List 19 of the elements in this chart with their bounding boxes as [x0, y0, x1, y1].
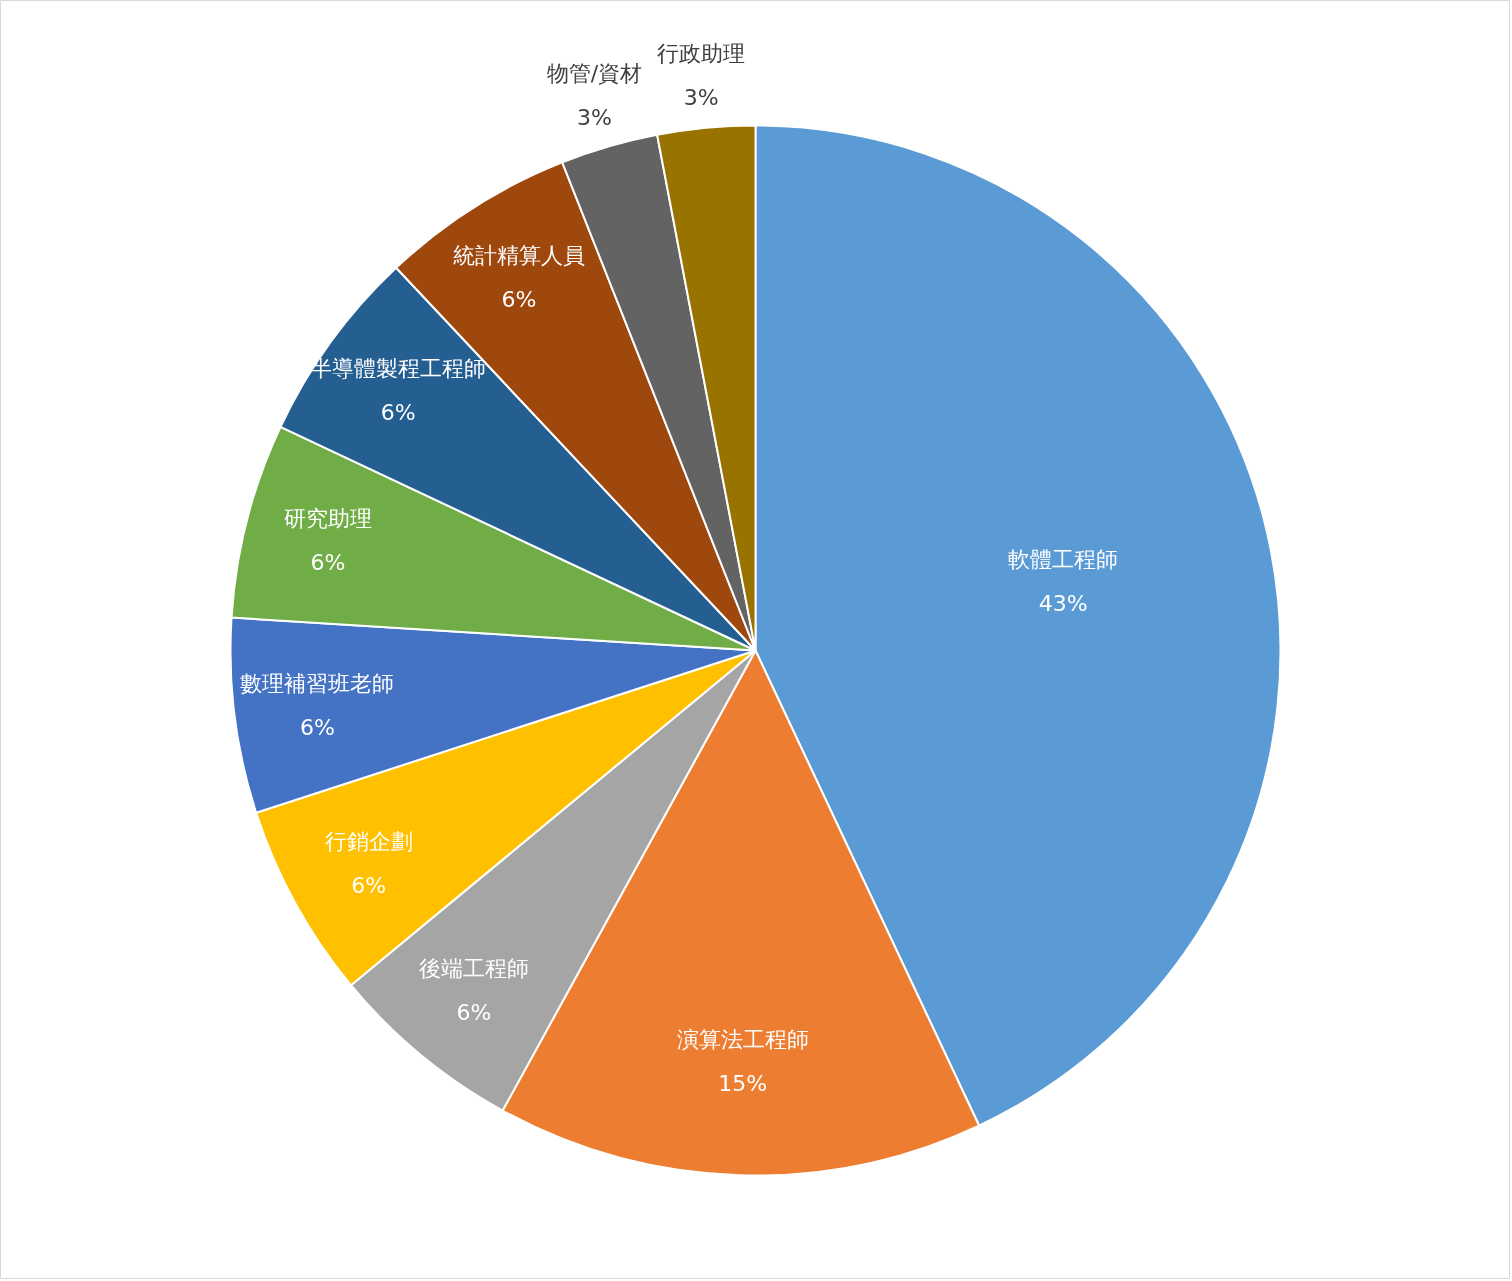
data-label: 6% [310, 550, 346, 576]
slice-label: 研究助理 [283, 506, 372, 532]
slice-label: 統計精算人員 [452, 243, 585, 269]
slice-label: 行銷企劃 [324, 828, 413, 854]
data-label: 43% [1038, 591, 1088, 617]
data-label: 3% [576, 105, 612, 131]
slice-label: 演算法工程師 [676, 1026, 809, 1052]
data-label: 3% [683, 85, 719, 111]
slice-label: 軟體工程師 [1008, 547, 1119, 573]
data-label: 6% [501, 287, 537, 313]
data-label: 6% [456, 1000, 492, 1026]
data-label: 15% [718, 1070, 768, 1096]
slice-label: 物管/資材 [546, 61, 643, 87]
slice-label: 數理補習班老師 [240, 671, 395, 697]
data-label: 6% [380, 400, 416, 426]
slice-label: 後端工程師 [419, 956, 530, 982]
slice-label: 行政助理 [657, 41, 746, 67]
data-label: 6% [351, 872, 387, 898]
data-label: 6% [300, 715, 335, 741]
